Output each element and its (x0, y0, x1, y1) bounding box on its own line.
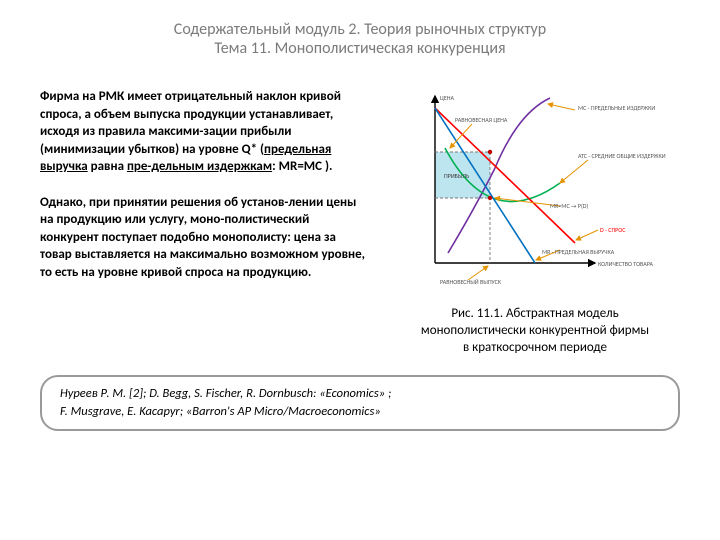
mr-mc-point (488, 196, 492, 200)
y-axis-label: ЦЕНА (440, 94, 455, 102)
module-title: Содержательный модуль 2. Теория рыночных… (40, 20, 680, 39)
eqprice-label: РАВНОВЕСНАЯ ЦЕНА (455, 116, 508, 124)
ref-line1: Нуреев Р. М. [2]; D. Begg, S. Fischer, R… (60, 386, 391, 401)
text-column: Фирма на РМК имеет отрицательный наклон … (40, 88, 370, 357)
caption-line3: в краткосрочном периоде (463, 340, 607, 355)
paragraph-1: Фирма на РМК имеет отрицательный наклон … (40, 88, 370, 176)
mc-label: MC - ПРЕДЕЛЬНЫЕ ИЗДЕРЖКИ (578, 104, 655, 112)
references-box: Нуреев Р. М. [2]; D. Begg, S. Fischer, R… (40, 375, 680, 431)
mr-label: MR - ПРЕДЕЛЬНАЯ ВЫРУЧКА (542, 248, 615, 256)
d-label: D - СПРОС (600, 226, 626, 234)
arrow-atc (560, 160, 588, 183)
x-axis-label: КОЛИЧЕСТВО ТОВАРА (598, 260, 653, 268)
p1-text-c: : MR=MC ). (272, 159, 332, 174)
figure-column: ЦЕНА РАВНОВЕСНАЯ ЦЕНА ПРИБЫЛЬ MC - ПРЕДЕ… (390, 88, 680, 357)
paragraph-2: Однако, при принятии решения об установ-… (40, 194, 370, 282)
price-point (488, 150, 492, 154)
atc-label: ATC - СРЕДНИЕ ОБЩИЕ ИЗДЕРЖКИ (578, 152, 666, 160)
topic-title: Тема 11. Монополистическая конкуренция (40, 39, 680, 58)
caption-line2: монополистически конкурентной фирмы (421, 323, 649, 338)
caption-line1: Рис. 11.1. Абстрактная модель (451, 306, 618, 321)
arrow-d (576, 230, 598, 240)
figure-caption: Рис. 11.1. Абстрактная модель монополист… (421, 306, 649, 357)
economics-chart: ЦЕНА РАВНОВЕСНАЯ ЦЕНА ПРИБЫЛЬ MC - ПРЕДЕ… (400, 88, 670, 298)
ref-line2: F. Musgrave, E. Kacapyr; «Barron's AP Mi… (60, 404, 381, 419)
p1-text-b: равна (88, 159, 127, 174)
arrow-mc (548, 104, 575, 110)
profit-label: ПРИБЫЛЬ (444, 172, 469, 180)
eqout-label: РАВНОВЕСНЫЙ ВЫПУСК (440, 278, 502, 286)
content-row: Фирма на РМК имеет отрицательный наклон … (40, 88, 680, 357)
p1-link-2: пре-дельным издержкам (127, 159, 272, 174)
mrmc-label: MR=MC → P(D) (550, 202, 588, 210)
